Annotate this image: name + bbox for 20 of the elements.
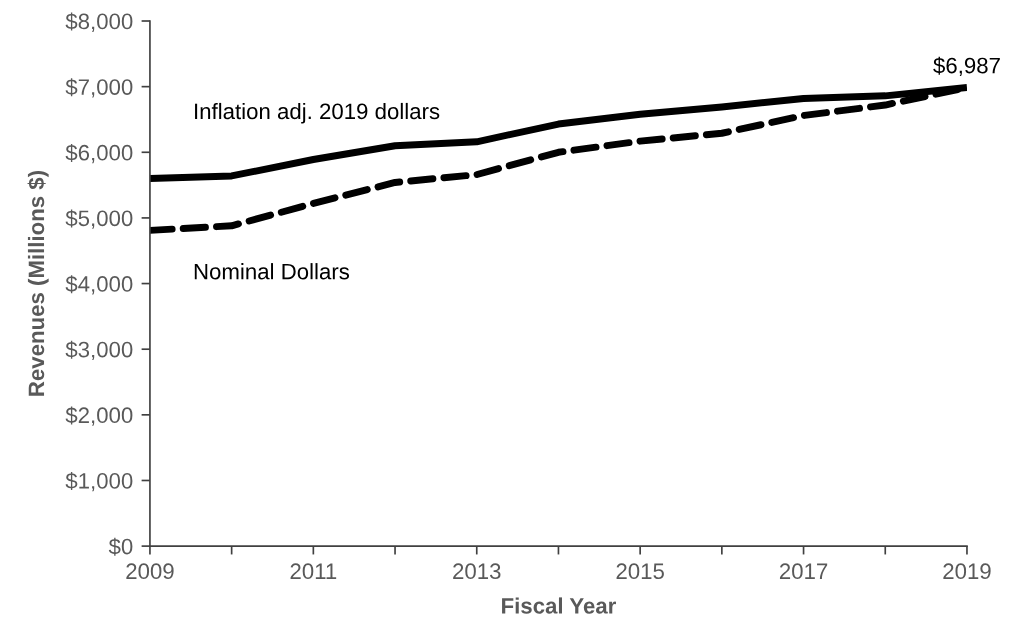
x-tick-label: 2013 (453, 563, 501, 580)
y-tick-label: $4,000 (65, 275, 133, 295)
y-tick-label: $8,000 (65, 12, 133, 32)
y-tick-label: $3,000 (65, 340, 133, 361)
series-label: Nominal Dollars (194, 263, 350, 280)
series-label: Inflation adj. 2019 dollars (195, 102, 440, 124)
annotation: $6,987 (933, 56, 1000, 77)
y-tick-label: $7,000 (65, 78, 133, 98)
y-tick-label: $0 (108, 537, 133, 556)
x-tick-label: 2017 (779, 563, 828, 580)
y-tick-label: $2,000 (65, 406, 133, 426)
x-tick-label: 2015 (616, 563, 664, 580)
y-tick-label: $6,000 (65, 143, 133, 164)
y-tick-label: $5,000 (65, 209, 133, 229)
y-tick-label: $1,000 (65, 472, 133, 492)
x-axis-title: Fiscal Year (502, 597, 616, 614)
x-tick-label: 2019 (943, 563, 991, 580)
x-tick-label: 2011 (290, 563, 337, 580)
x-tick-label: 2009 (126, 563, 174, 580)
y-axis-title: Revenues (Millions $) (27, 171, 49, 396)
